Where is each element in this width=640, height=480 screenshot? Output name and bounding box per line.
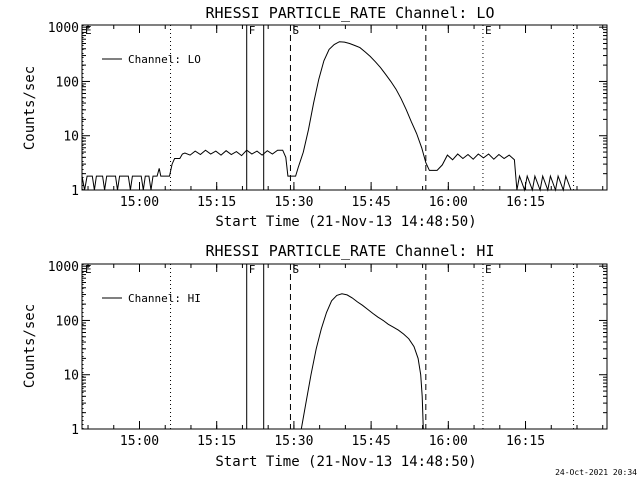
hi-chart-title: RHESSI PARTICLE_RATE Channel: HI — [206, 242, 495, 260]
hi-channel-panel: RHESSI PARTICLE_RATE Channel: HI Start T… — [22, 242, 608, 470]
hi-y-tick-label: 1000 — [48, 260, 79, 275]
hi-y-tick-label: 10 — [63, 369, 79, 384]
hi-event-marker-label: S — [292, 263, 299, 276]
hi-plot-frame — [81, 263, 608, 430]
lo-event-marker-label: E — [85, 24, 92, 37]
hi-x-tick-label: 16:15 — [506, 434, 545, 449]
hi-event-marker-label: F — [249, 263, 256, 276]
hi-series-line — [300, 293, 424, 430]
hi-y-tick-label: 100 — [56, 314, 79, 329]
lo-x-tick-label: 15:45 — [352, 195, 391, 210]
plot-timestamp: 24-Oct-2021 20:34 — [555, 468, 637, 477]
lo-y-tick-label: 1000 — [48, 21, 79, 36]
hi-x-tick-label: 16:00 — [429, 434, 468, 449]
lo-x-tick-label: 16:00 — [429, 195, 468, 210]
lo-y-tick-label: 10 — [63, 130, 79, 145]
lo-x-tick-label: 15:15 — [197, 195, 236, 210]
hi-x-axis-label: Start Time (21-Nov-13 14:48:50) — [215, 454, 476, 470]
lo-channel-panel: RHESSI PARTICLE_RATE Channel: LO Start T… — [22, 4, 608, 230]
lo-event-marker-label: F — [249, 24, 256, 37]
lo-y-axis-label: Counts/sec — [22, 66, 38, 150]
hi-y-axis-label: Counts/sec — [22, 304, 38, 388]
lo-series-line — [81, 41, 572, 192]
hi-x-tick-label: 15:00 — [120, 434, 159, 449]
hi-x-tick-label: 15:45 — [352, 434, 391, 449]
hi-event-marker-label: E — [485, 263, 492, 276]
hi-x-tick-label: 15:15 — [197, 434, 236, 449]
lo-y-tick-label: 100 — [56, 75, 79, 90]
hi-event-marker-label: E — [85, 263, 92, 276]
lo-legend-label: Channel: LO — [128, 53, 201, 66]
lo-plot-frame — [81, 24, 608, 191]
hi-x-tick-label: 15:30 — [274, 434, 313, 449]
lo-chart-title: RHESSI PARTICLE_RATE Channel: LO — [206, 4, 495, 22]
hi-legend-label: Channel: HI — [128, 292, 201, 305]
lo-x-tick-label: 16:15 — [506, 195, 545, 210]
lo-x-axis-label: Start Time (21-Nov-13 14:48:50) — [215, 214, 476, 230]
lo-y-tick-label: 1 — [71, 184, 79, 199]
hi-y-tick-label: 1 — [71, 423, 79, 438]
lo-x-tick-label: 15:30 — [274, 195, 313, 210]
lo-x-tick-label: 15:00 — [120, 195, 159, 210]
lo-event-marker-label: E — [485, 24, 492, 37]
lo-event-marker-label: S — [292, 24, 299, 37]
